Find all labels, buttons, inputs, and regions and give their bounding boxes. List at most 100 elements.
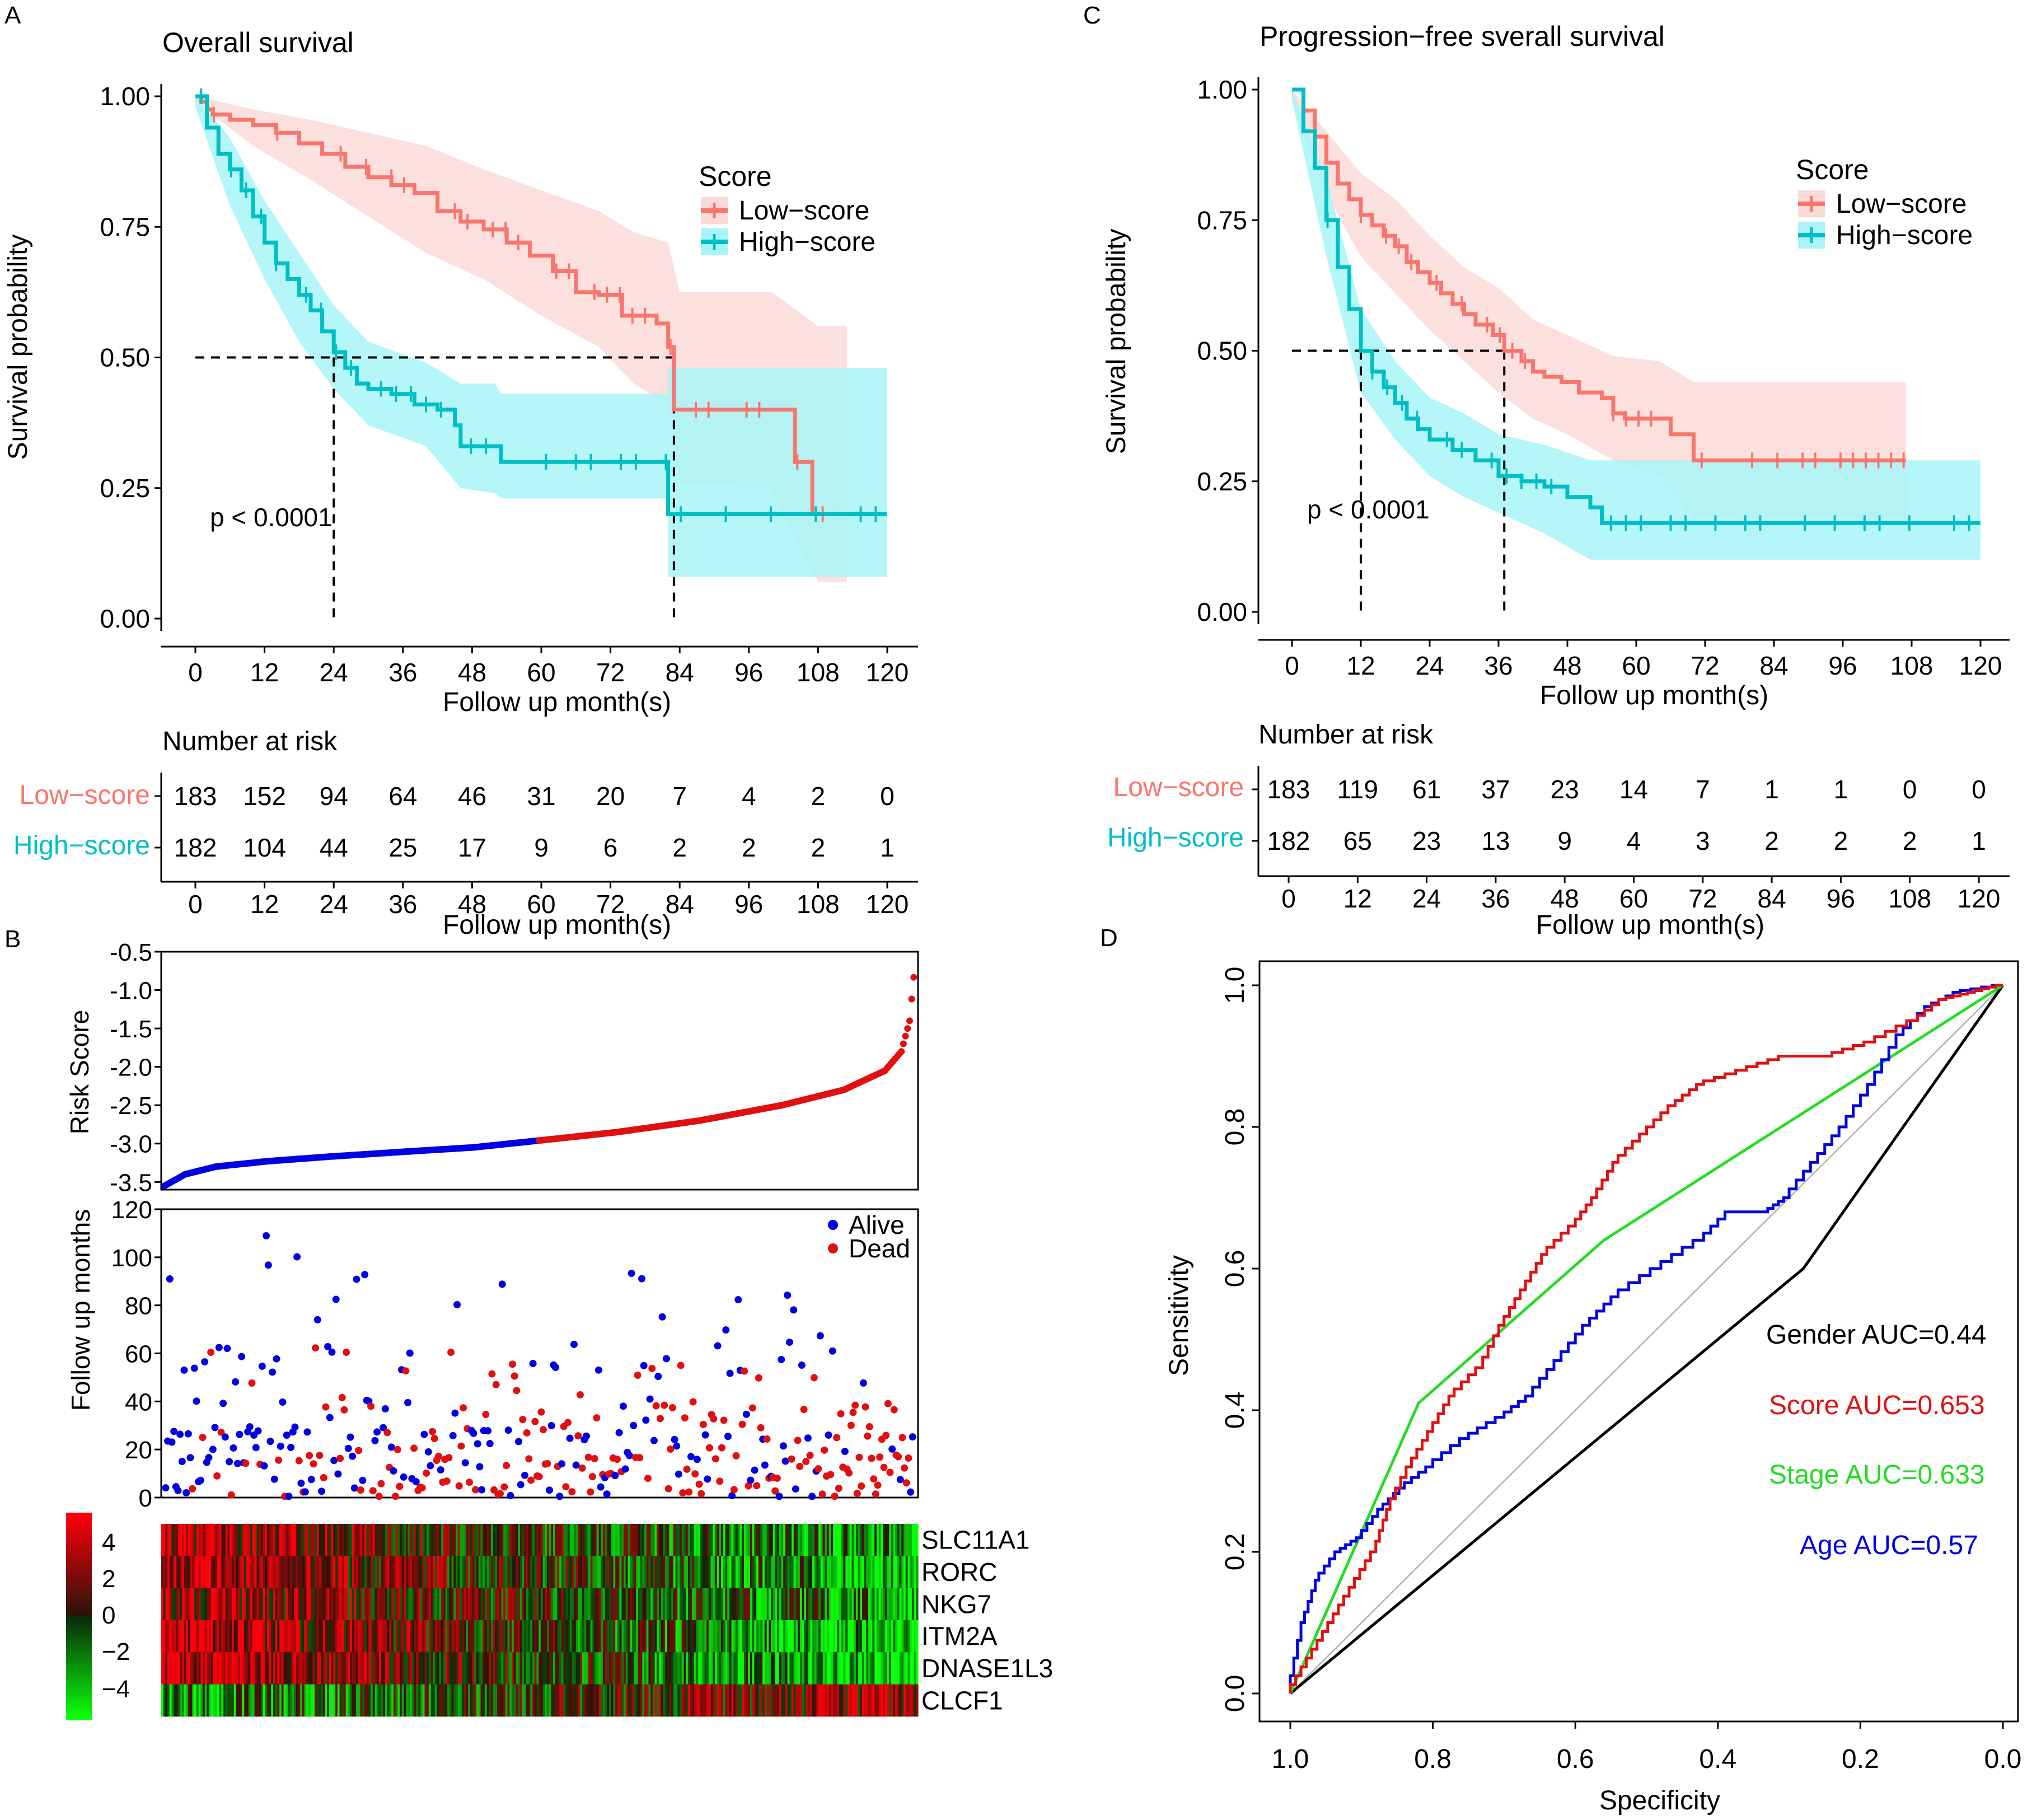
heatmap-cell bbox=[590, 1588, 593, 1621]
heatmap-cell bbox=[723, 1684, 726, 1717]
heatmap-cell bbox=[171, 1652, 174, 1685]
heatmap-cell bbox=[412, 1652, 415, 1685]
heatmap-cell bbox=[545, 1556, 547, 1589]
heatmap-cell bbox=[507, 1524, 510, 1556]
heatmap-cell bbox=[862, 1524, 865, 1556]
heatmap-cell bbox=[839, 1684, 842, 1717]
alive-point bbox=[714, 1342, 722, 1350]
heatmap-cell bbox=[478, 1588, 481, 1621]
heatmap-cell bbox=[881, 1556, 883, 1589]
heatmap-cell bbox=[190, 1588, 193, 1621]
heatmap-cell bbox=[812, 1588, 815, 1621]
heatmap-cell bbox=[713, 1684, 715, 1717]
heatmap-cell bbox=[215, 1652, 218, 1685]
heatmap-cell bbox=[182, 1684, 185, 1717]
x-tick-label: 108 bbox=[797, 658, 840, 687]
heatmap-cell bbox=[522, 1652, 525, 1685]
heatmap-cell bbox=[341, 1524, 344, 1556]
heatmap-cell bbox=[188, 1652, 191, 1685]
heatmap-cell bbox=[640, 1620, 643, 1653]
heatmap-cell bbox=[673, 1620, 676, 1653]
heatmap-cell bbox=[302, 1556, 305, 1589]
ci-band-high bbox=[195, 96, 887, 577]
heatmap-cell bbox=[683, 1684, 686, 1717]
heatmap-cell bbox=[598, 1556, 601, 1589]
heatmap-cell bbox=[771, 1524, 774, 1556]
dead-point bbox=[681, 1414, 689, 1422]
alive-point bbox=[630, 1421, 638, 1429]
heatmap-cell bbox=[636, 1588, 639, 1621]
heatmap-cell bbox=[503, 1556, 506, 1589]
heatmap-cell bbox=[694, 1684, 697, 1717]
heatmap-cell bbox=[345, 1588, 348, 1621]
heatmap-cell bbox=[219, 1652, 222, 1685]
heatmap-cell bbox=[804, 1652, 807, 1685]
heatmap-cell bbox=[845, 1620, 848, 1653]
heatmap-cell bbox=[887, 1652, 889, 1685]
heatmap-cell bbox=[207, 1524, 209, 1556]
heatmap-cell bbox=[348, 1652, 350, 1685]
heatmap-cell bbox=[905, 1620, 909, 1653]
heatmap-cell bbox=[198, 1524, 201, 1556]
heatmap-cell bbox=[636, 1620, 639, 1653]
heatmap-cell bbox=[210, 1684, 214, 1717]
heatmap-cell bbox=[615, 1556, 618, 1589]
heatmap-cell bbox=[881, 1620, 883, 1653]
dead-point bbox=[679, 1489, 687, 1497]
heatmap-cell bbox=[526, 1588, 529, 1621]
heatmap-cell bbox=[300, 1588, 303, 1621]
heatmap-cell bbox=[743, 1588, 747, 1621]
dead-point bbox=[718, 1444, 725, 1452]
heatmap-cell bbox=[364, 1652, 367, 1685]
heatmap-cell bbox=[223, 1524, 226, 1556]
heatmap-cell bbox=[308, 1556, 311, 1589]
heatmap-cell bbox=[217, 1652, 220, 1685]
heatmap-cell bbox=[661, 1556, 663, 1589]
alive-point bbox=[230, 1444, 237, 1452]
heatmap-cell bbox=[713, 1556, 715, 1589]
heatmap-cell bbox=[310, 1588, 313, 1621]
heatmap-cell bbox=[161, 1588, 164, 1621]
heatmap-cell bbox=[690, 1556, 692, 1589]
heatmap-cell bbox=[743, 1652, 747, 1685]
heatmap-cell bbox=[706, 1620, 709, 1653]
heatmap-cell bbox=[565, 1652, 568, 1685]
heatmap-cell bbox=[509, 1652, 512, 1685]
km-legend-a: Score Low−score High−score bbox=[699, 161, 875, 257]
colorbar-step bbox=[66, 1571, 92, 1575]
alive-point bbox=[504, 1426, 512, 1434]
alive-point bbox=[252, 1444, 260, 1452]
dead-point bbox=[862, 1403, 869, 1411]
heatmap-cell bbox=[835, 1620, 838, 1653]
heatmap-cell bbox=[551, 1588, 554, 1621]
dead-point bbox=[818, 1490, 826, 1498]
heatmap-cell bbox=[524, 1684, 527, 1717]
heatmap-cell bbox=[831, 1588, 834, 1621]
heatmap-cell bbox=[161, 1652, 164, 1685]
heatmap-cell bbox=[708, 1684, 711, 1717]
heatmap-cell bbox=[316, 1556, 320, 1589]
gene-label: ITM2A bbox=[921, 1622, 998, 1651]
heatmap-cell bbox=[916, 1652, 919, 1685]
dead-point bbox=[711, 1455, 719, 1463]
heatmap-cell bbox=[445, 1524, 448, 1556]
heatmap-cell bbox=[731, 1588, 734, 1621]
risk-count-low: 183 bbox=[174, 782, 217, 811]
panel-letter-a: A bbox=[4, 2, 21, 29]
heatmap-cell bbox=[828, 1652, 832, 1685]
heatmap-cell bbox=[742, 1620, 745, 1653]
alive-point bbox=[521, 1471, 529, 1479]
heatmap-cell bbox=[835, 1588, 838, 1621]
dead-point bbox=[482, 1411, 490, 1419]
heatmap-cell bbox=[675, 1556, 678, 1589]
heatmap-cell bbox=[490, 1620, 494, 1653]
heatmap-cell bbox=[445, 1684, 448, 1717]
heatmap-cell bbox=[221, 1652, 224, 1685]
heatmap-cell bbox=[806, 1588, 809, 1621]
heatmap-cell bbox=[673, 1524, 676, 1556]
heatmap-cell bbox=[825, 1556, 827, 1589]
heatmap-cell bbox=[650, 1524, 653, 1556]
heatmap-cell bbox=[252, 1652, 255, 1685]
heatmap-cell bbox=[188, 1620, 191, 1653]
heatmap-cell bbox=[503, 1652, 506, 1685]
